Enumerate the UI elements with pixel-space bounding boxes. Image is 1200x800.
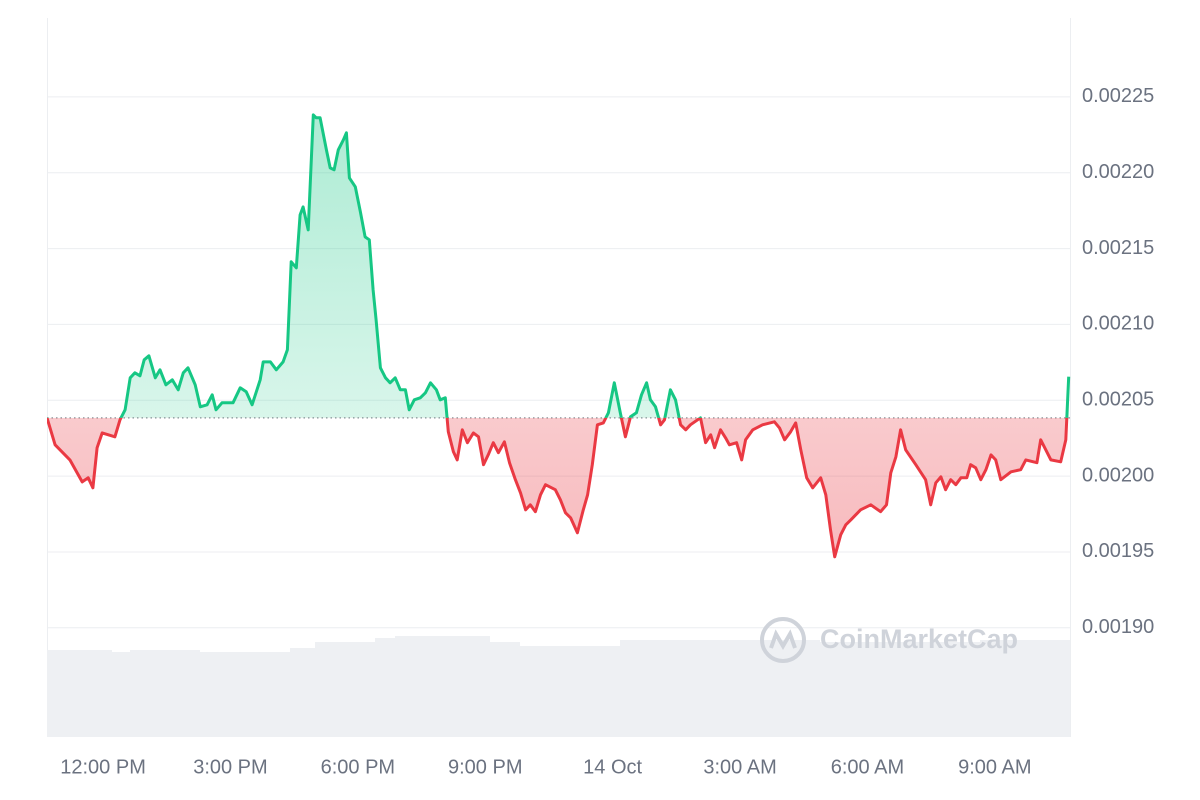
x-tick-label: 12:00 PM [60,756,146,778]
x-tick-label: 9:00 PM [448,756,522,778]
y-tick-label: 0.00195 [1082,540,1154,562]
price-line-up [47,113,1071,418]
price-line-down [47,417,1069,559]
watermark-logo [760,617,806,663]
x-tick-label: 14 Oct [583,756,642,778]
x-tick-label: 6:00 PM [321,756,395,778]
volume [47,636,1070,737]
x-tick-label: 3:00 PM [193,756,267,778]
watermark: CoinMarketCap [820,624,1018,654]
area-up [47,114,1069,418]
y-tick-label: 0.00225 [1082,85,1154,107]
y-tick-label: 0.00220 [1082,161,1154,183]
y-tick-label: 0.00210 [1082,313,1154,335]
x-tick-label: 3:00 AM [703,756,776,778]
y-tick-label: 0.00205 [1082,389,1154,411]
y-tick-label: 0.00190 [1082,616,1154,638]
y-tick-label: 0.00200 [1082,464,1154,486]
area-down [47,417,1069,557]
x-tick-label: 6:00 AM [831,756,904,778]
x-tick-label: 9:00 AM [958,756,1031,778]
y-tick-label: 0.00215 [1082,237,1154,259]
